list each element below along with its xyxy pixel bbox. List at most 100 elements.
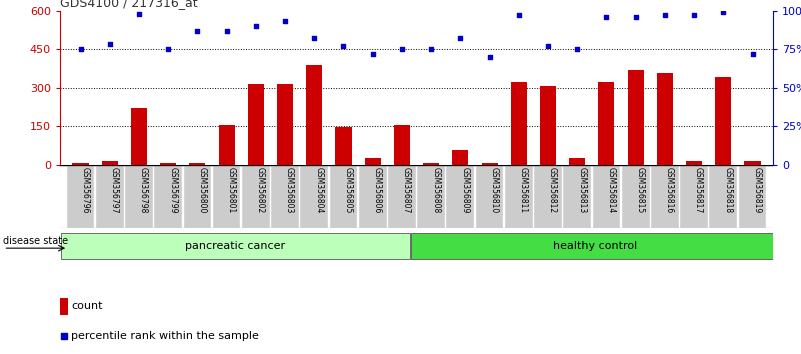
FancyBboxPatch shape [213,166,240,228]
FancyBboxPatch shape [359,166,387,228]
Text: GSM356815: GSM356815 [636,166,645,213]
Text: GSM356809: GSM356809 [461,166,469,213]
FancyBboxPatch shape [155,166,182,228]
Bar [686,161,702,165]
Point [308,35,320,41]
FancyBboxPatch shape [66,166,95,228]
FancyBboxPatch shape [125,166,153,228]
Text: GSM356800: GSM356800 [197,166,207,213]
Bar [219,125,235,165]
Text: GSM356801: GSM356801 [227,166,235,213]
Bar [160,163,176,165]
Point [279,18,292,24]
Point [220,28,233,34]
Bar [657,74,673,165]
Text: GSM356796: GSM356796 [81,166,90,213]
Text: percentile rank within the sample: percentile rank within the sample [71,331,260,342]
Text: GSM356810: GSM356810 [489,166,498,213]
Point [337,43,350,49]
Point [513,12,525,18]
Text: GSM356798: GSM356798 [139,166,148,213]
Bar [248,84,264,165]
Bar [453,150,469,165]
FancyBboxPatch shape [505,166,533,228]
Text: GSM356806: GSM356806 [372,166,382,213]
Text: GSM356817: GSM356817 [694,166,703,213]
Point [454,35,467,41]
Point [746,51,759,57]
Point [162,46,175,52]
Text: GSM356805: GSM356805 [344,166,352,213]
Bar [540,86,556,165]
FancyBboxPatch shape [710,166,737,228]
Bar [73,163,89,165]
Point [58,333,70,339]
Point [396,46,409,52]
Bar [336,127,352,165]
Text: GSM356818: GSM356818 [723,166,732,213]
FancyBboxPatch shape [329,166,357,228]
Bar [481,163,497,165]
Point [571,46,584,52]
Text: GSM356816: GSM356816 [665,166,674,213]
Bar [189,163,205,165]
Bar [102,161,118,165]
Text: GSM356814: GSM356814 [606,166,615,213]
FancyBboxPatch shape [411,233,780,259]
Bar [277,84,293,165]
Point [191,28,203,34]
Bar [61,298,67,315]
Text: GSM356804: GSM356804 [314,166,324,213]
Text: GSM356803: GSM356803 [285,166,294,213]
FancyBboxPatch shape [272,166,299,228]
Point [717,9,730,15]
Point [630,14,642,19]
FancyBboxPatch shape [651,166,678,228]
Text: GSM356808: GSM356808 [431,166,440,213]
Point [103,42,116,47]
Text: GSM356797: GSM356797 [110,166,119,213]
Text: GSM356813: GSM356813 [578,166,586,213]
Bar [744,161,760,165]
Text: GSM356812: GSM356812 [548,166,557,213]
Point [600,14,613,19]
Text: GSM356811: GSM356811 [519,166,528,213]
FancyBboxPatch shape [563,166,591,228]
FancyBboxPatch shape [680,166,708,228]
Bar [570,158,586,165]
Text: GSM356799: GSM356799 [168,166,177,213]
Text: disease state: disease state [3,236,69,246]
FancyBboxPatch shape [534,166,562,228]
Text: GDS4100 / 217316_at: GDS4100 / 217316_at [60,0,198,10]
Text: count: count [71,302,103,312]
Point [132,11,145,17]
FancyBboxPatch shape [61,233,410,259]
Bar [423,163,439,165]
FancyBboxPatch shape [300,166,328,228]
Bar [131,108,147,165]
Bar [628,70,644,165]
FancyBboxPatch shape [446,166,474,228]
Point [541,43,554,49]
FancyBboxPatch shape [388,166,416,228]
FancyBboxPatch shape [96,166,123,228]
Text: GSM356807: GSM356807 [402,166,411,213]
Text: GSM356802: GSM356802 [256,166,265,213]
Text: healthy control: healthy control [553,241,638,251]
Text: GSM356819: GSM356819 [752,166,762,213]
Bar [598,82,614,165]
Point [366,51,379,57]
Bar [364,158,380,165]
Bar [715,78,731,165]
Point [688,12,701,18]
FancyBboxPatch shape [622,166,650,228]
FancyBboxPatch shape [739,166,767,228]
Bar [511,82,527,165]
Bar [306,64,322,165]
FancyBboxPatch shape [417,166,445,228]
FancyBboxPatch shape [593,166,620,228]
FancyBboxPatch shape [242,166,270,228]
Point [425,46,437,52]
Point [658,12,671,18]
FancyBboxPatch shape [183,166,211,228]
